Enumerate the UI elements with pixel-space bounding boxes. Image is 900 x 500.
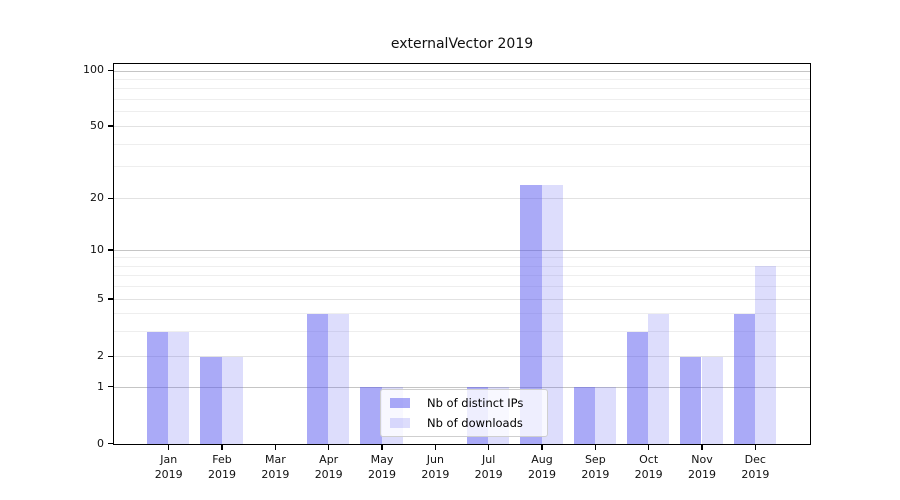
bar-downloads-aug [541, 184, 563, 444]
gridline-80 [114, 88, 810, 90]
x-tick-label-nov: Nov 2019 [688, 453, 716, 481]
bar-distinct-ips-nov [680, 356, 702, 444]
legend-swatch-downloads [390, 418, 410, 428]
x-tick [381, 445, 383, 450]
x-tick [701, 445, 703, 450]
x-tick [647, 445, 650, 450]
gridline-5 [114, 299, 810, 301]
x-tick-label-jul: Jul 2019 [474, 453, 503, 481]
plot-area [113, 63, 811, 445]
bar-distinct-ips-jan [146, 331, 169, 444]
bar-distinct-ips-oct [626, 331, 649, 444]
y-tick [108, 385, 113, 388]
x-tick [221, 445, 223, 450]
bar-downloads-apr [328, 313, 350, 444]
y-tick-label: 100 [83, 63, 104, 77]
gridline-6 [114, 286, 810, 288]
gridline-10 [114, 250, 810, 252]
chart-title: externalVector 2019 [390, 36, 534, 52]
gridline-60 [114, 111, 810, 113]
x-tick-label-jun: Jun 2019 [421, 453, 450, 481]
y-tick-label: 50 [90, 119, 104, 133]
bar-downloads-sep [594, 387, 617, 444]
y-tick [108, 249, 113, 251]
y-tick [108, 69, 113, 72]
bar-distinct-ips-aug [520, 184, 542, 444]
gridline-20 [114, 198, 810, 200]
gridline-90 [114, 78, 810, 80]
legend-row: Nb of downloads [390, 415, 547, 432]
x-tick-label-dec: Dec 2019 [741, 453, 770, 481]
legend-row: Nb of distinct IPs [390, 395, 547, 412]
gridline-9 [114, 257, 810, 259]
y-tick-label: 1 [97, 379, 104, 393]
x-tick [167, 445, 170, 450]
gridline-70 [114, 99, 810, 101]
x-tick [754, 445, 757, 450]
x-tick-label-aug: Aug 2019 [528, 453, 556, 481]
y-tick [108, 442, 113, 445]
y-tick [108, 298, 113, 300]
x-tick [274, 445, 277, 450]
bar-distinct-ips-dec [733, 313, 755, 444]
x-tick-label-feb: Feb 2019 [208, 453, 237, 481]
y-tick-label: 5 [97, 292, 104, 306]
x-tick-label-jan: Jan 2019 [154, 453, 183, 481]
y-tick-label: 10 [90, 243, 104, 256]
bar-downloads-nov [701, 356, 723, 444]
gridline-4 [114, 313, 810, 315]
x-tick-label-sep: Sep 2019 [581, 453, 610, 481]
gridline-3 [114, 331, 810, 333]
y-tick-label: 2 [97, 349, 104, 363]
bar-downloads-oct [648, 313, 670, 444]
gridline-2 [114, 356, 810, 358]
bar-distinct-ips-may [360, 387, 382, 444]
gridline-1 [114, 386, 810, 388]
gridline-50 [114, 126, 810, 128]
bar-downloads-jan [168, 331, 190, 444]
bar-downloads-dec [754, 266, 777, 444]
gridline-7 [114, 275, 810, 277]
x-tick-label-may: May 2019 [368, 453, 397, 481]
legend-label: Nb of distinct IPs [427, 396, 524, 410]
legend-swatch-distinct-ips [390, 398, 410, 408]
y-tick [108, 125, 113, 127]
legend: Nb of distinct IPs Nb of downloads [380, 389, 548, 437]
gridline-40 [114, 143, 810, 145]
x-tick [594, 445, 597, 450]
bar-distinct-ips-sep [573, 387, 595, 444]
gridline-30 [114, 166, 810, 168]
y-tick [108, 197, 113, 200]
x-tick [487, 445, 490, 450]
x-tick [434, 445, 437, 450]
y-tick-label: 20 [90, 191, 104, 205]
y-tick [108, 355, 113, 358]
legend-label: Nb of downloads [427, 416, 523, 430]
x-tick-label-oct: Oct 2019 [634, 453, 663, 481]
x-tick [327, 445, 330, 450]
y-tick-label: 0 [97, 436, 104, 450]
bar-distinct-ips-apr [306, 313, 329, 444]
bar-distinct-ips-feb [200, 356, 222, 444]
gridline-100 [114, 70, 810, 72]
bar-downloads-feb [221, 356, 243, 444]
gridline-8 [114, 265, 810, 267]
x-tick [541, 445, 543, 450]
x-tick-label-mar: Mar 2019 [261, 453, 290, 481]
x-tick-label-apr: Apr 2019 [314, 453, 343, 481]
